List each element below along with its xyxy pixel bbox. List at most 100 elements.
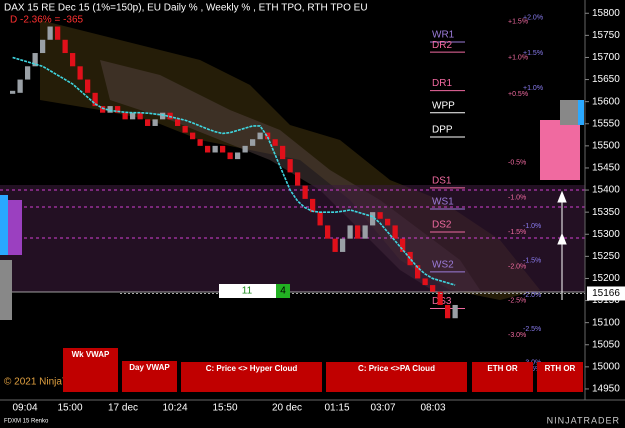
brick	[242, 145, 248, 153]
brick	[130, 112, 136, 120]
last-price-label: 15166	[592, 288, 620, 299]
button-bg[interactable]	[181, 362, 322, 392]
brick	[287, 159, 293, 173]
brick	[272, 139, 278, 146]
y-tick-label: 15750	[592, 30, 620, 41]
brick	[160, 112, 166, 120]
y-tick-label: 15800	[592, 8, 620, 19]
percent-label: -1.5%	[523, 258, 541, 265]
y-tick-label: 15400	[592, 185, 620, 196]
button-label[interactable]: ETH OR	[487, 364, 517, 373]
brick	[265, 132, 271, 140]
brick	[235, 152, 241, 160]
button[interactable]: Wk VWAP	[63, 348, 118, 392]
arrows	[557, 190, 567, 300]
y-tick-label: 15450	[592, 163, 620, 174]
level-label: WS2	[432, 259, 454, 270]
level-label: DR2	[432, 40, 452, 51]
button-bg[interactable]	[326, 362, 467, 392]
button[interactable]: RTH OR	[537, 362, 583, 392]
brick	[115, 106, 121, 113]
brick	[325, 225, 331, 239]
percent-label: -1.5%	[508, 229, 526, 236]
brick	[400, 238, 406, 252]
brick	[452, 304, 458, 319]
level-label: DPP	[432, 125, 453, 136]
brick	[392, 225, 398, 239]
y-tick-label: 15550	[592, 118, 620, 129]
button-bg[interactable]	[63, 348, 118, 392]
percent-label: -1.0%	[508, 194, 526, 201]
y-tick-label: 14950	[592, 384, 620, 395]
y-tick-label: 15600	[592, 96, 620, 107]
brick	[32, 53, 38, 67]
brick	[122, 112, 128, 120]
brick	[175, 119, 181, 126]
button-label[interactable]: Day VWAP	[129, 363, 170, 372]
brick	[370, 212, 376, 226]
brick	[317, 212, 323, 226]
x-tick-label: 15:50	[212, 403, 237, 414]
button-label[interactable]: C: Price <>PA Cloud	[358, 364, 435, 373]
level-label: WS1	[432, 197, 454, 208]
button[interactable]: Day VWAP	[122, 361, 177, 392]
brick	[70, 53, 76, 67]
percent-label: +0.5%	[508, 91, 528, 98]
counter-right: 4	[280, 286, 286, 297]
brick	[302, 185, 308, 199]
brick	[340, 238, 346, 252]
brick	[77, 66, 83, 80]
button-bg[interactable]	[122, 361, 177, 392]
brick	[310, 198, 316, 213]
y-tick-label: 15000	[592, 361, 620, 372]
y-tick-label: 15200	[592, 273, 620, 284]
level-label: WR1	[432, 30, 455, 41]
brick	[205, 145, 211, 153]
percent-label: -1.0%	[523, 223, 541, 230]
brick	[17, 79, 23, 93]
button-label[interactable]: Wk VWAP	[72, 350, 110, 359]
percent-label: +1.0%	[508, 54, 528, 61]
brick	[137, 112, 143, 120]
brick	[332, 238, 338, 252]
clouds	[0, 20, 585, 300]
y-tick-label: 15700	[592, 52, 620, 63]
brick	[377, 212, 383, 219]
brick	[107, 106, 113, 113]
button-bg[interactable]	[472, 362, 533, 392]
brick	[422, 278, 428, 286]
brick	[280, 145, 286, 160]
button[interactable]: C: Price <>PA Cloud	[326, 362, 467, 392]
brick	[55, 26, 61, 40]
brick	[182, 125, 188, 133]
percent-label: -0.5%	[508, 159, 526, 166]
brick	[355, 225, 361, 239]
level-label: DR1	[432, 78, 452, 89]
y-tick-label: 15250	[592, 251, 620, 262]
percent-label: +2.0%	[523, 15, 543, 22]
x-tick-label: 20 dec	[272, 403, 302, 414]
brick	[145, 119, 151, 126]
y-tick-label: 15300	[592, 229, 620, 240]
x-tick-label: 03:07	[370, 403, 395, 414]
button-label[interactable]: RTH OR	[545, 364, 576, 373]
brick	[212, 145, 218, 153]
button-label[interactable]: C: Price <> Hyper Cloud	[206, 364, 298, 373]
x-tick-label: 10:24	[162, 403, 187, 414]
brick	[362, 225, 368, 239]
brick	[190, 132, 196, 140]
brick	[47, 26, 53, 40]
brick	[347, 225, 353, 239]
button[interactable]: ETH OR	[472, 362, 533, 392]
counter-left: 11	[242, 286, 253, 297]
instrument: FDXM 15 Renko	[4, 419, 49, 425]
last-price-box	[587, 286, 625, 301]
button-bg[interactable]	[537, 362, 583, 392]
x-tick-label: 08:03	[420, 403, 445, 414]
brick	[415, 265, 421, 279]
button[interactable]: C: Price <> Hyper Cloud	[181, 362, 322, 392]
brick	[100, 106, 106, 113]
percent-label: -2.0%	[508, 263, 526, 270]
brick	[407, 251, 413, 266]
